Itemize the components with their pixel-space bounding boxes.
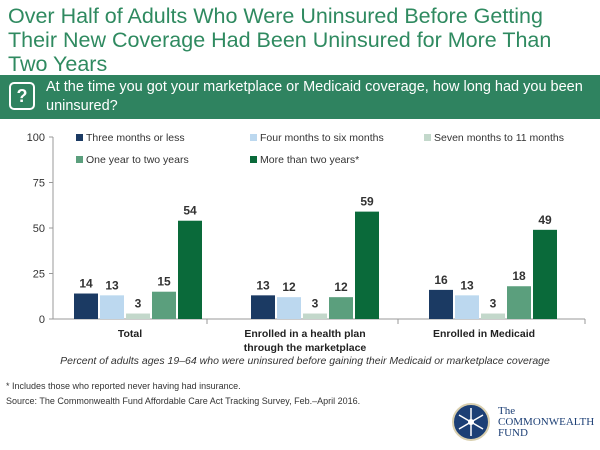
bar-chart: 0 25 50 75 100 14 13 16 13 12 13 3 3 3 15 12 18 54 59 49 Tot… [27,132,586,367]
source-note: Source: The Commonwealth Fund Affordable… [6,396,361,406]
y-tick-label: 75 [33,178,45,190]
page-title: Over Half of Adults Who Were Uninsured B… [8,4,552,76]
category-label: Enrolled in Medicaid [433,328,535,340]
bar [152,291,176,319]
data-label: 16 [434,273,448,287]
legend-label: Seven months to 11 months [434,132,564,144]
bar [251,295,275,319]
bar [429,289,453,319]
bar [277,297,301,319]
data-label: 49 [538,213,552,227]
legend-swatch [424,134,431,141]
x-axis-label: Percent of adults ages 19–64 who were un… [60,355,550,367]
question-speech-bubble-icon: ? [9,82,35,110]
category-label: Total [118,328,142,340]
bar [533,229,557,319]
question-banner: ? At the time you got your marketplace o… [0,75,600,119]
y-tick-label: 100 [27,132,45,144]
data-label: 3 [135,297,142,311]
bar [100,295,124,319]
legend-swatch [76,156,83,163]
logo-the: The [498,404,516,417]
data-label: 3 [312,297,319,311]
bar [355,211,379,319]
legend-swatch [76,134,83,141]
y-tick-label: 0 [39,314,45,326]
y-tick-label: 50 [33,223,45,235]
legend-swatch [250,156,257,163]
bar [507,286,531,319]
bar [126,313,150,319]
bar [329,297,353,319]
legend-swatch [250,134,257,141]
data-label: 13 [256,278,270,292]
bar [481,313,505,319]
bar [455,295,479,319]
bar [178,220,202,319]
data-label: 13 [105,278,119,292]
data-label: 12 [334,280,348,294]
bar [74,293,98,319]
data-label: 18 [512,269,526,283]
question-text: At the time you got your marketplace or … [46,79,583,114]
legend-label: More than two years* [260,154,359,166]
legend-label: Four months to six months [260,132,384,144]
legend-label: One year to two years [86,154,189,166]
snowflake-seal-icon [452,403,490,441]
footnote: * Includes those who reported never havi… [6,381,241,391]
legend-label: Three months or less [86,132,185,144]
y-tick-label: 25 [33,269,45,281]
commonwealth-fund-logo: The COMMONWEALTH FUND [452,403,594,441]
data-label: 3 [490,297,497,311]
data-label: 15 [157,275,171,289]
data-label: 54 [183,204,197,218]
logo-fund: FUND [498,426,528,439]
bar [303,313,327,319]
category-label: through the marketplace [244,342,367,354]
data-label: 13 [460,278,474,292]
logo-commonwealth: COMMONWEALTH [498,415,595,428]
category-label: Enrolled in a health plan [244,328,365,340]
data-label: 12 [282,280,296,294]
data-label: 14 [79,277,93,291]
data-label: 59 [360,195,374,209]
